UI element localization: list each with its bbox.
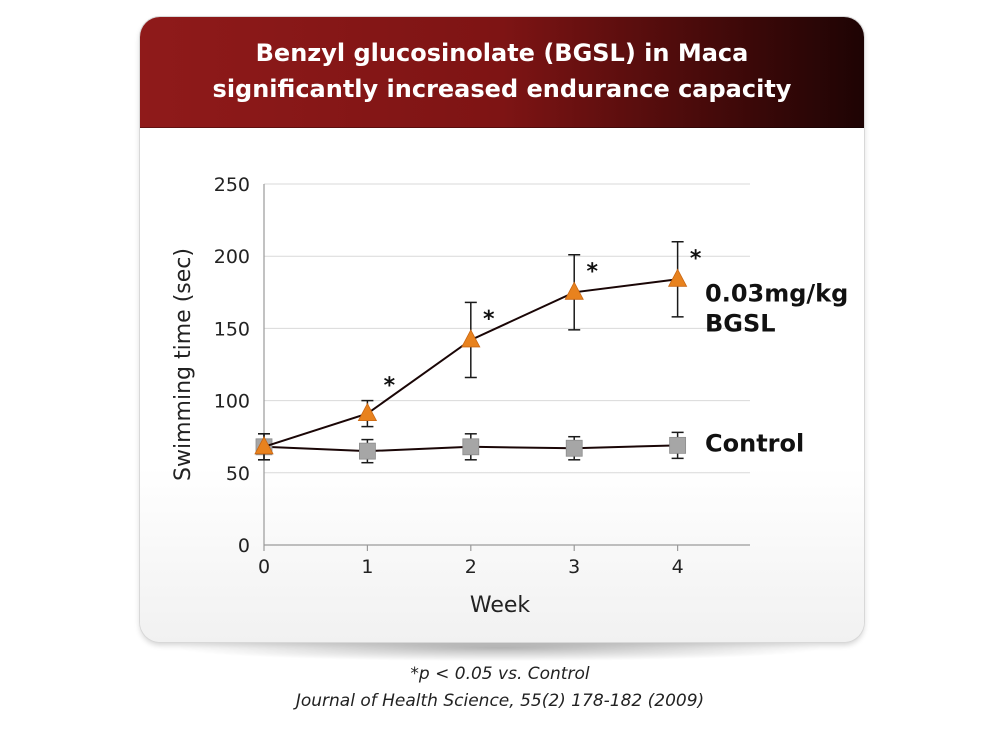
control-point: [669, 436, 687, 454]
significance-marker: *: [690, 246, 702, 271]
y-tick-label: 0: [238, 535, 250, 557]
bgsl-point: [667, 268, 688, 287]
y-axis-title: Swimming time (sec): [171, 248, 196, 481]
bgsl-point: [254, 435, 274, 455]
chart-title: Benzyl glucosinolate (BGSL) in Maca sign…: [140, 35, 864, 107]
bgsl-point: [357, 402, 378, 421]
bgsl-point: [564, 281, 584, 300]
y-tick-label: 250: [214, 174, 250, 196]
chart-card: Benzyl glucosinolate (BGSL) in Maca sign…: [140, 17, 864, 642]
axes: 0 50 100 150 200 250 0 1 2 3 4 Week Swimming time (s…: [171, 174, 750, 618]
control-point: [565, 439, 583, 457]
x-tick-label: 4: [672, 556, 684, 578]
significance-note: *p < 0.05 vs. Control: [410, 664, 590, 684]
y-tick-label: 50: [226, 463, 250, 485]
plot-area: * * * *: [254, 241, 702, 464]
control-point: [359, 442, 376, 460]
title-banner: Benzyl glucosinolate (BGSL) in Maca sign…: [140, 17, 864, 128]
x-axis-title: Week: [470, 593, 531, 618]
significance-marker: *: [586, 259, 598, 284]
x-tick-label: 3: [568, 556, 580, 578]
x-tick-label: 0: [258, 556, 270, 578]
significance-marker: *: [384, 374, 396, 399]
x-tick-label: 1: [361, 556, 373, 578]
y-tick-label: 200: [214, 246, 250, 268]
series-label: BGSL: [705, 309, 776, 337]
control-point: [462, 438, 480, 456]
series-label: Control: [705, 429, 804, 457]
chart-title-line-1: Benzyl glucosinolate (BGSL) in Maca: [255, 39, 749, 67]
significance-marker: *: [483, 307, 495, 332]
x-tick-label: 2: [465, 556, 477, 578]
series-label: 0.03mg/kg: [705, 279, 848, 307]
y-tick-label: 150: [214, 318, 250, 340]
gridlines: [264, 183, 750, 474]
bgsl-point: [461, 329, 481, 348]
y-tick-label: 100: [214, 391, 250, 413]
chart-title-line-2: significantly increased endurance capaci…: [212, 75, 792, 103]
citation: Journal of Health Science, 55(2) 178-182…: [295, 691, 705, 711]
